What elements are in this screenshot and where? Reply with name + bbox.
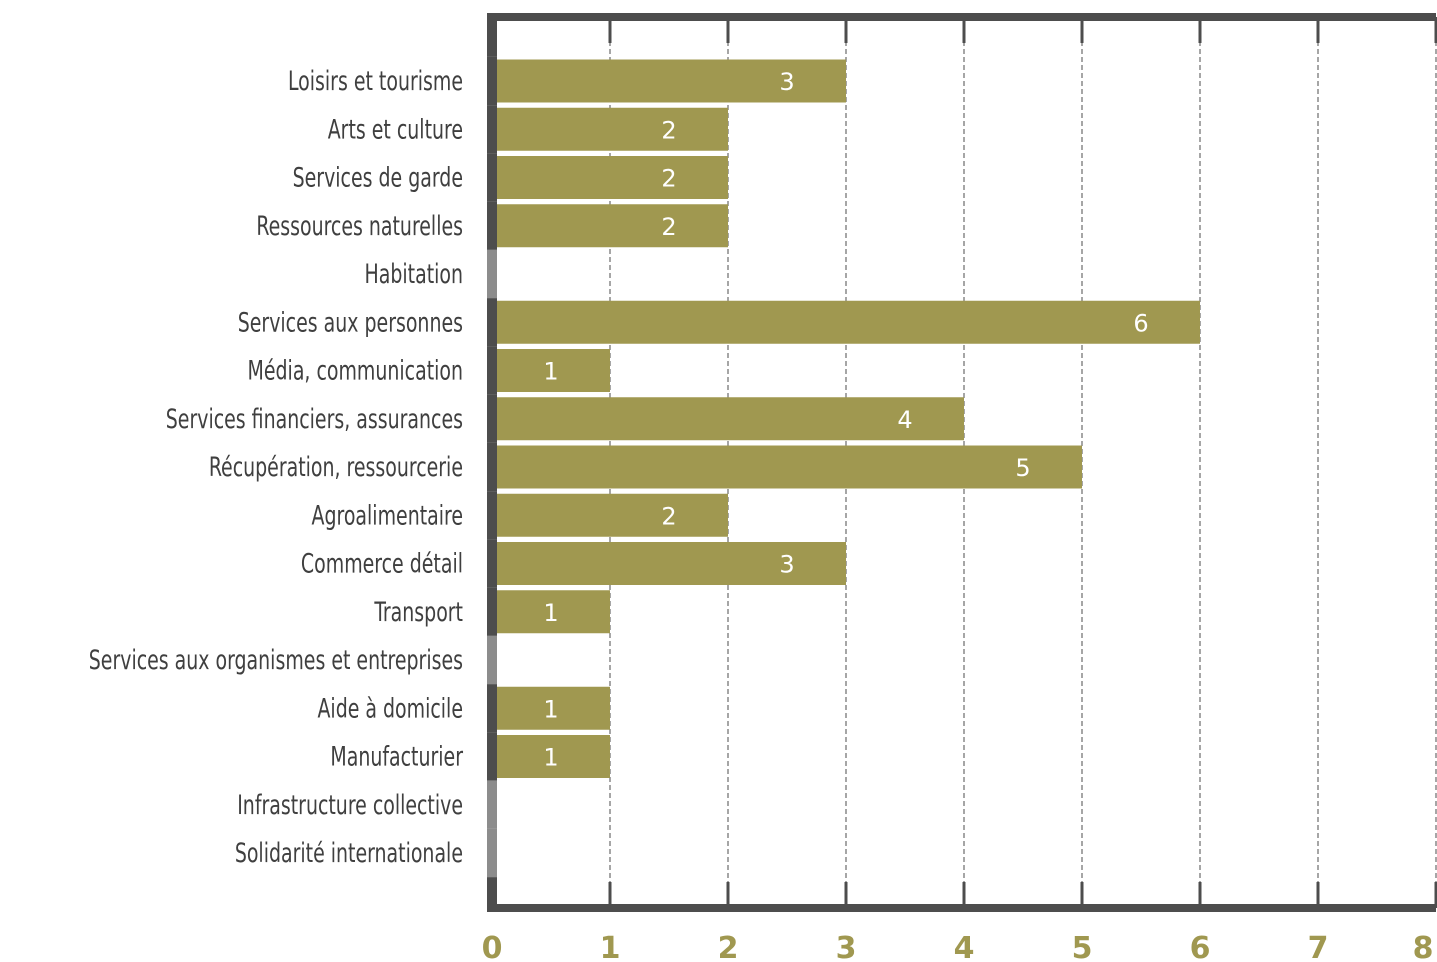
y-axis-segment-12 — [487, 635, 497, 685]
y-axis-segment-2 — [487, 153, 497, 202]
bar-9 — [497, 493, 728, 537]
labels: 3 Loisirs et tourisme 2 Arts et culture 2 Ser… — [89, 66, 1434, 962]
bar-3 — [497, 204, 728, 248]
y-axis-segment-11 — [487, 587, 497, 636]
category-label-3: Ressources naturelles — [256, 211, 463, 242]
category-label-12: Services aux organismes et entreprises — [89, 645, 463, 676]
bar-5 — [497, 300, 1200, 344]
y-axis-segment-6 — [487, 346, 497, 395]
y-axis-segment-13 — [487, 684, 497, 733]
bar-value-label-14: 1 — [543, 744, 558, 772]
bar-1 — [497, 107, 728, 151]
bar-7 — [497, 397, 964, 441]
x-tick-label-2: 2 — [718, 931, 739, 962]
bar-11 — [497, 590, 610, 634]
x-tick-label-0: 0 — [482, 931, 503, 962]
category-label-11: Transport — [374, 597, 463, 628]
bar-value-label-11: 1 — [543, 599, 558, 627]
y-axis-segment-top — [487, 17, 497, 57]
bar-value-label-0: 3 — [779, 68, 794, 96]
top-axis-line — [487, 13, 1436, 21]
y-axis-segment-8 — [487, 442, 497, 492]
x-tick-label-8: 8 — [1413, 931, 1434, 962]
y-axis-segment-5 — [487, 298, 497, 347]
y-axis-segment-bottom — [487, 877, 497, 908]
category-label-8: Récupération, ressourcerie — [209, 452, 463, 483]
y-axis-segment-16 — [487, 828, 497, 878]
y-axis-segment-10 — [487, 539, 497, 588]
x-tick-label-1: 1 — [600, 931, 621, 962]
bars — [497, 59, 1200, 778]
bar-13 — [497, 686, 610, 730]
y-axis-segment-9 — [487, 491, 497, 540]
bar-value-label-6: 1 — [543, 358, 558, 386]
bar-value-label-10: 3 — [779, 551, 794, 579]
bar-value-label-2: 2 — [661, 165, 676, 193]
x-tick-label-3: 3 — [836, 931, 857, 962]
category-label-1: Arts et culture — [328, 114, 463, 145]
category-label-9: Agroalimentaire — [312, 500, 463, 531]
bar-value-label-5: 6 — [1133, 309, 1148, 337]
bar-6 — [497, 349, 610, 392]
category-label-5: Services aux personnes — [238, 307, 463, 338]
category-label-13: Aide à domicile — [317, 693, 463, 724]
category-label-15: Infrastructure collective — [237, 790, 463, 821]
category-label-6: Média, communication — [248, 356, 463, 387]
bar-2 — [497, 156, 728, 199]
y-axis-segment-0 — [487, 56, 497, 106]
y-axis-segment-15 — [487, 780, 497, 829]
x-tick-label-7: 7 — [1308, 931, 1329, 962]
category-label-7: Services financiers, assurances — [166, 404, 463, 435]
bar-0 — [497, 59, 846, 103]
y-axis-segment-1 — [487, 105, 497, 154]
y-axis-segment-4 — [487, 249, 497, 299]
category-label-2: Services de garde — [293, 163, 463, 194]
category-label-10: Commerce détail — [301, 549, 463, 580]
y-axis-segment-7 — [487, 394, 497, 443]
x-tick-label-6: 6 — [1190, 931, 1211, 962]
bar-value-label-13: 1 — [543, 695, 558, 723]
category-label-0: Loisirs et tourisme — [288, 66, 463, 97]
bottom-axis-line — [487, 904, 1436, 912]
bar-10 — [497, 542, 846, 585]
bar-value-label-7: 4 — [897, 406, 912, 434]
x-tick-label-4: 4 — [954, 931, 975, 962]
bar-value-label-8: 5 — [1015, 454, 1030, 482]
bar-value-label-9: 2 — [661, 502, 676, 530]
category-label-4: Habitation — [365, 259, 463, 290]
y-axis-segment-3 — [487, 201, 497, 250]
axes — [487, 13, 1437, 912]
y-axis-segment-14 — [487, 732, 497, 781]
category-label-16: Solidarité internationale — [235, 838, 463, 869]
x-tick-label-5: 5 — [1072, 931, 1093, 962]
bar-14 — [497, 735, 610, 778]
bar-8 — [497, 445, 1082, 489]
category-label-14: Manufacturier — [330, 742, 463, 773]
bar-value-label-3: 2 — [661, 213, 676, 241]
bar-value-label-1: 2 — [661, 116, 676, 144]
